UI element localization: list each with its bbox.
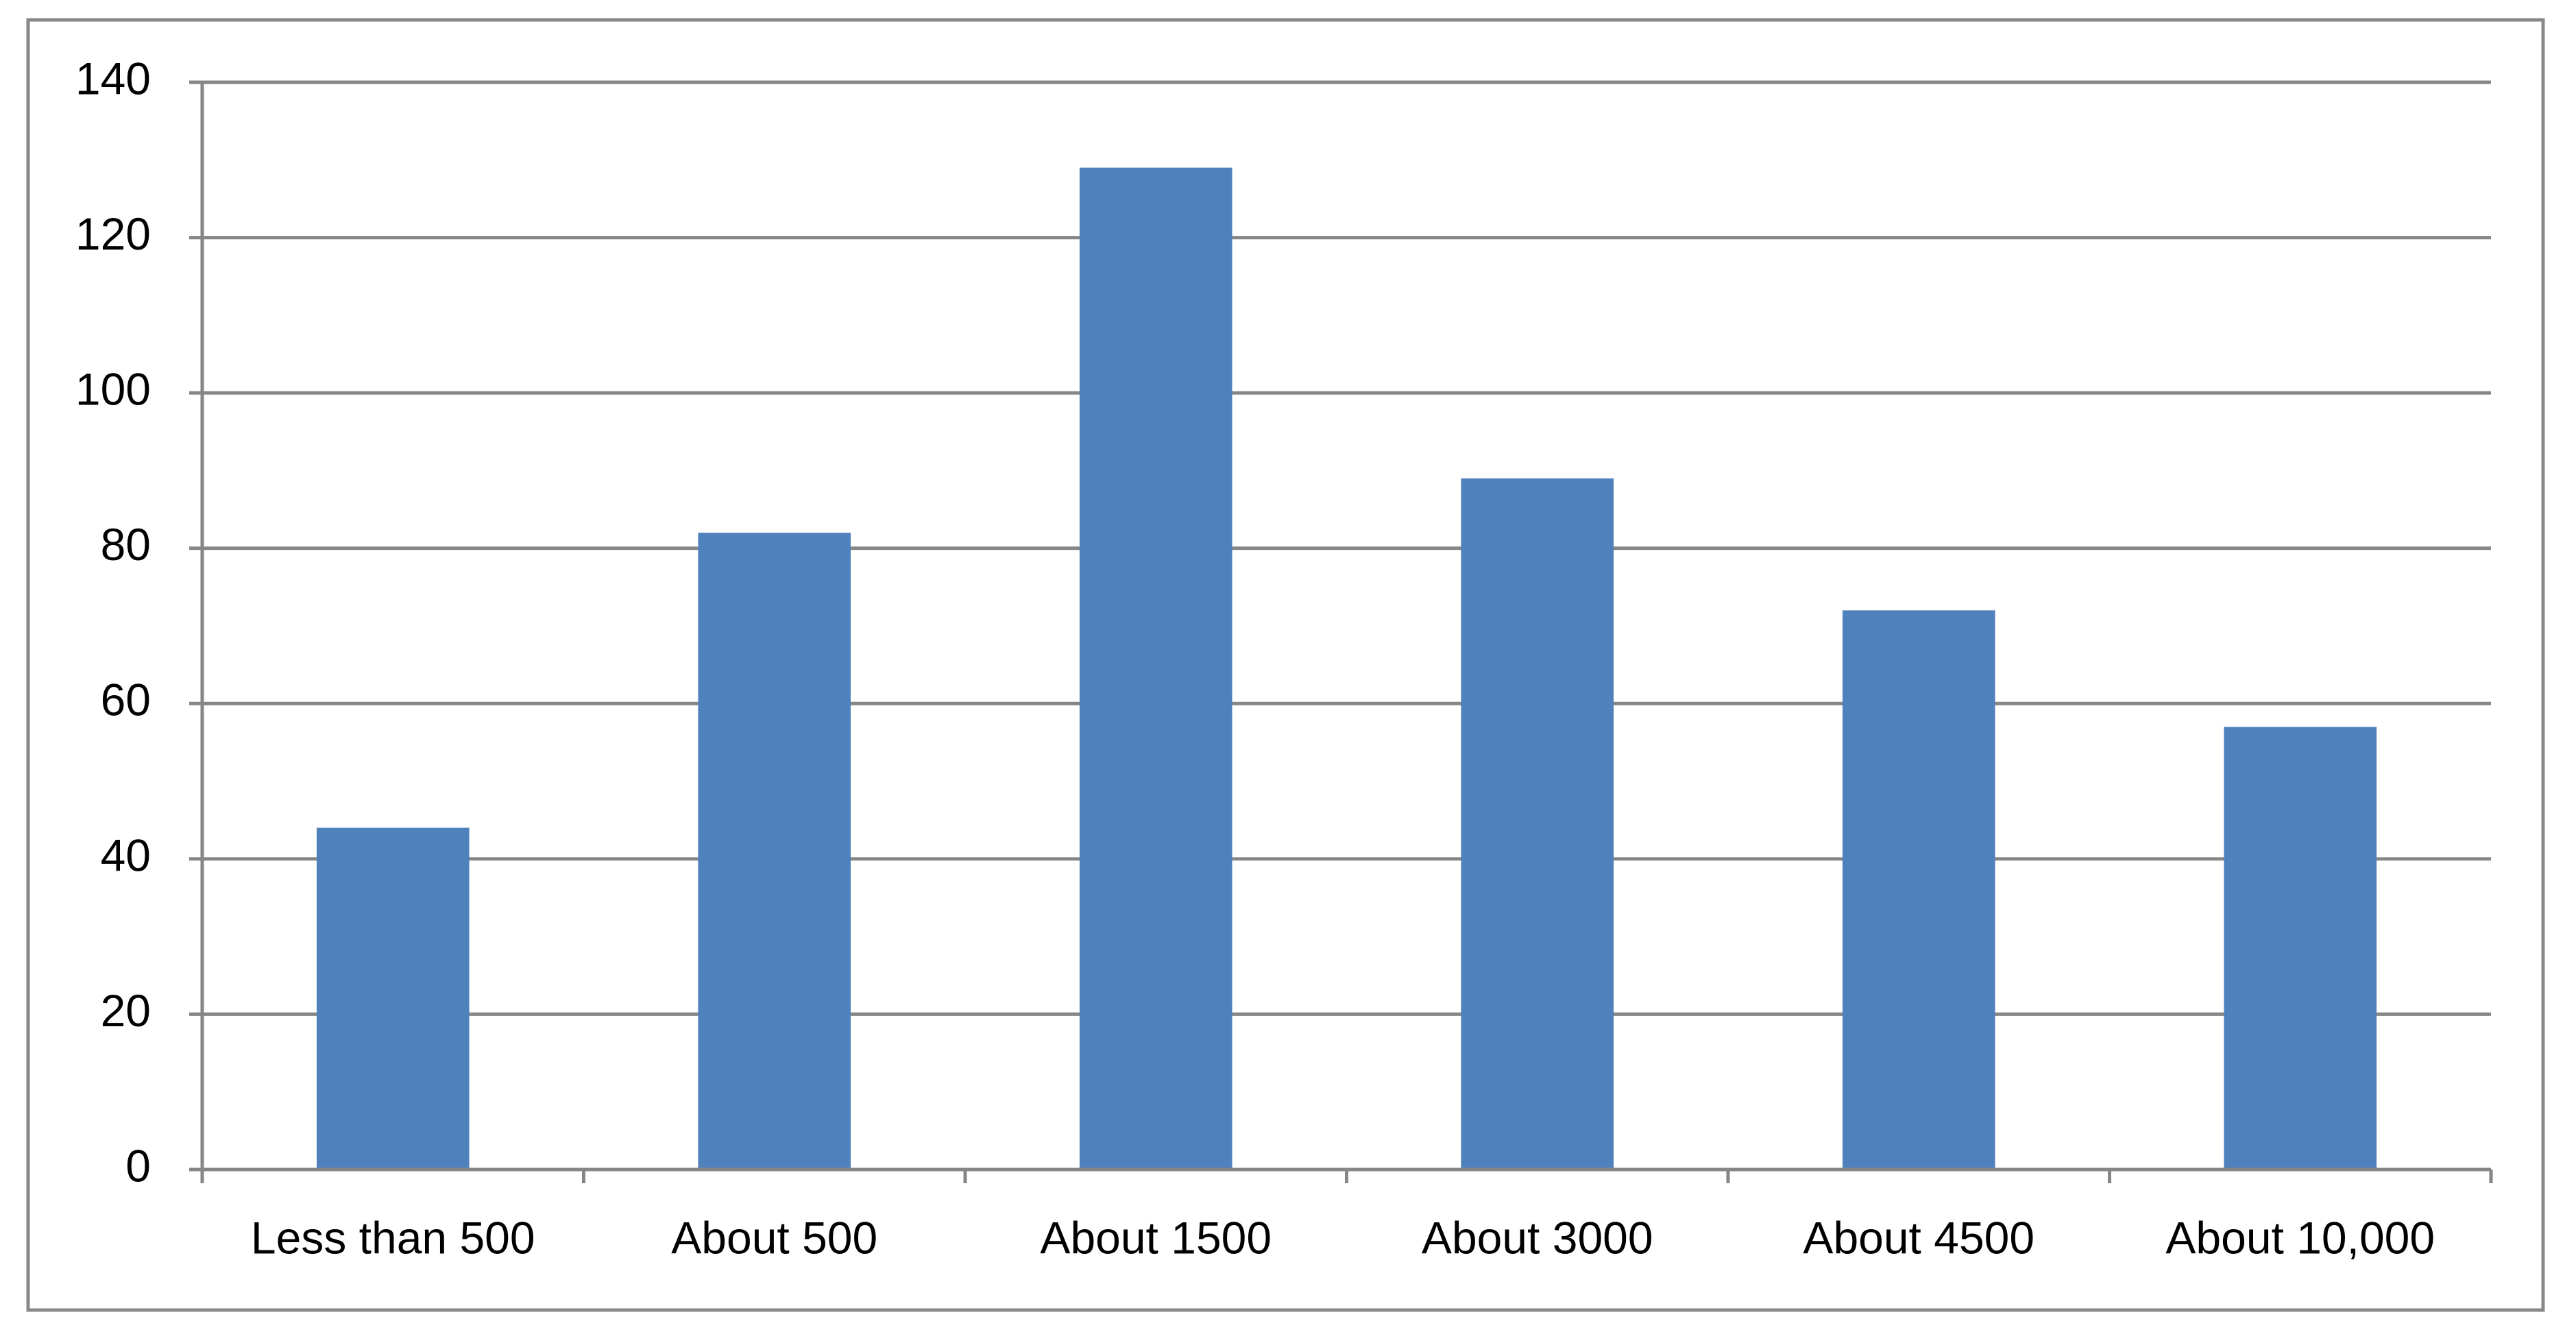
bar — [316, 827, 470, 1170]
x-tick-label: About 4500 — [1803, 1212, 2034, 1263]
y-tick-label: 40 — [101, 830, 151, 880]
y-tick-label: 60 — [101, 675, 151, 725]
bar — [1079, 167, 1232, 1170]
x-tick-label: Less than 500 — [251, 1212, 535, 1263]
y-tick-label: 20 — [101, 985, 151, 1036]
bar — [2224, 727, 2377, 1170]
y-tick-label: 140 — [75, 53, 151, 104]
y-tick-label: 0 — [125, 1140, 151, 1191]
y-tick-label: 120 — [75, 208, 151, 259]
x-tick-label: About 3000 — [1422, 1212, 1653, 1263]
x-tick-label: About 10,000 — [2165, 1212, 2435, 1263]
bar — [1461, 478, 1614, 1170]
x-tick-label: About 500 — [671, 1212, 877, 1263]
y-tick-label: 80 — [101, 519, 151, 570]
y-tick-label: 100 — [75, 364, 151, 415]
x-tick-label: About 1500 — [1040, 1212, 1272, 1263]
bar — [698, 533, 851, 1170]
bar — [1842, 610, 1995, 1170]
